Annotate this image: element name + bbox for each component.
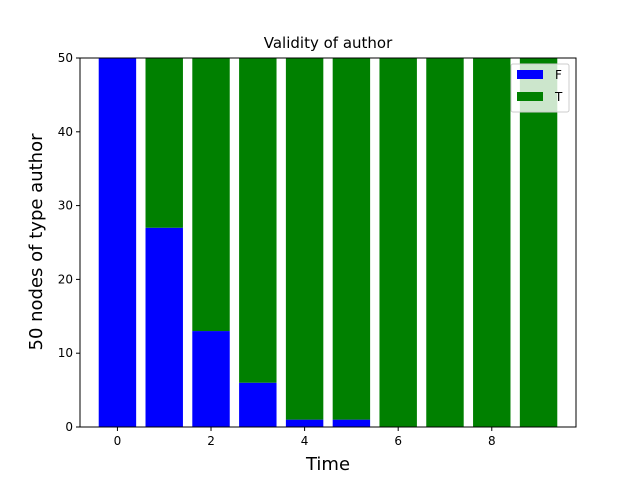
y-axis-ticks: 0 10 20 30 40 50 (58, 51, 80, 434)
bar-t-9 (519, 58, 558, 427)
bar-f-2 (192, 331, 230, 427)
bar-t-3 (239, 58, 277, 383)
x-axis-ticks: 0 2 4 6 8 (114, 427, 496, 448)
bars-layer (98, 58, 558, 427)
x-axis-label: Time (305, 454, 350, 475)
y-tick-label: 20 (58, 272, 73, 286)
y-axis-label: 50 nodes of type author (26, 133, 47, 351)
bar-f-5 (332, 419, 371, 427)
legend-swatch-t (517, 92, 543, 101)
legend-label-f: F (555, 68, 562, 82)
y-tick-label: 0 (65, 420, 73, 434)
x-tick-label: 2 (207, 434, 215, 448)
x-tick-label: 0 (114, 434, 122, 448)
y-tick-label: 30 (58, 199, 73, 213)
plot-frame (79, 57, 577, 428)
bar-t-1 (145, 58, 183, 228)
bar-f-3 (239, 382, 277, 427)
legend-label-t: T (554, 90, 563, 104)
chart-title: Validity of author (264, 34, 393, 52)
x-tick-label: 4 (301, 434, 309, 448)
bar-f-4 (285, 419, 324, 427)
legend: F T (510, 63, 570, 113)
bar-t-8 (473, 58, 511, 427)
bar-t-5 (332, 58, 371, 420)
bar-t-6 (379, 58, 417, 427)
bar-f-1 (145, 227, 183, 427)
bar-t-4 (285, 58, 324, 420)
y-tick-label: 50 (58, 51, 73, 65)
bar-t-7 (426, 58, 464, 427)
y-tick-label: 10 (58, 346, 73, 360)
x-tick-label: 6 (394, 434, 402, 448)
y-tick-label: 40 (58, 125, 73, 139)
legend-swatch-f (517, 70, 543, 79)
bar-f-0 (98, 58, 137, 427)
bar-t-2 (192, 58, 230, 332)
x-tick-label: 8 (488, 434, 496, 448)
